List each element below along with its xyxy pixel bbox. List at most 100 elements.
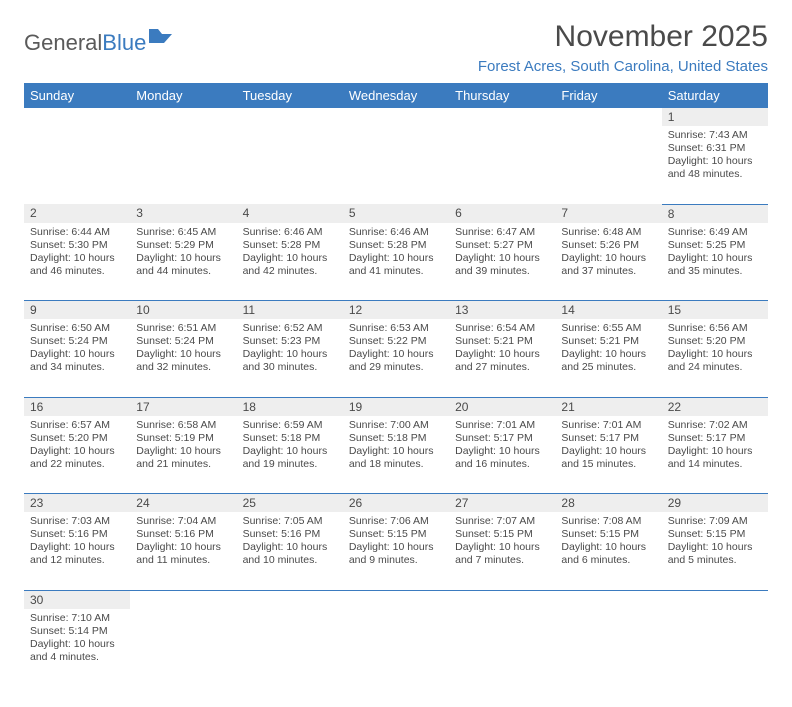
day-cell — [449, 609, 555, 687]
day-cell: Sunrise: 6:46 AMSunset: 5:28 PMDaylight:… — [237, 223, 343, 301]
day-cell: Sunrise: 6:46 AMSunset: 5:28 PMDaylight:… — [343, 223, 449, 301]
day-cell: Sunrise: 7:43 AMSunset: 6:31 PMDaylight:… — [662, 126, 768, 204]
logo: GeneralBlue — [24, 28, 174, 57]
day-cell — [555, 126, 661, 204]
week-row: Sunrise: 7:43 AMSunset: 6:31 PMDaylight:… — [24, 126, 768, 204]
day-cell — [449, 126, 555, 204]
day-cell-body: Sunrise: 7:05 AMSunset: 5:16 PMDaylight:… — [237, 512, 343, 572]
day-number-cell: 22 — [662, 397, 768, 416]
day-cell-body: Sunrise: 7:00 AMSunset: 5:18 PMDaylight:… — [343, 416, 449, 476]
day-cell-body: Sunrise: 6:51 AMSunset: 5:24 PMDaylight:… — [130, 319, 236, 379]
day-cell — [343, 126, 449, 204]
day-number-cell — [555, 108, 661, 126]
page-title: November 2025 — [478, 20, 768, 54]
day-cell: Sunrise: 6:47 AMSunset: 5:27 PMDaylight:… — [449, 223, 555, 301]
title-block: November 2025 Forest Acres, South Caroli… — [478, 20, 768, 75]
day-cell — [343, 609, 449, 687]
header: GeneralBlue November 2025 Forest Acres, … — [24, 20, 768, 75]
day-header: Wednesday — [343, 83, 449, 108]
day-number-cell: 2 — [24, 204, 130, 223]
day-header: Monday — [130, 83, 236, 108]
day-cell-body: Sunrise: 6:57 AMSunset: 5:20 PMDaylight:… — [24, 416, 130, 476]
day-cell: Sunrise: 6:56 AMSunset: 5:20 PMDaylight:… — [662, 319, 768, 397]
day-cell-body: Sunrise: 6:49 AMSunset: 5:25 PMDaylight:… — [662, 223, 768, 283]
day-number-cell: 26 — [343, 494, 449, 513]
day-number-cell — [449, 590, 555, 609]
day-number-cell: 24 — [130, 494, 236, 513]
day-number-cell: 6 — [449, 204, 555, 223]
day-cell-body: Sunrise: 6:46 AMSunset: 5:28 PMDaylight:… — [343, 223, 449, 283]
day-cell-body: Sunrise: 6:44 AMSunset: 5:30 PMDaylight:… — [24, 223, 130, 283]
day-number-cell: 15 — [662, 301, 768, 320]
day-number-cell: 13 — [449, 301, 555, 320]
daynum-row: 30 — [24, 590, 768, 609]
day-cell: Sunrise: 6:57 AMSunset: 5:20 PMDaylight:… — [24, 416, 130, 494]
day-cell-body: Sunrise: 7:08 AMSunset: 5:15 PMDaylight:… — [555, 512, 661, 572]
day-number-cell: 16 — [24, 397, 130, 416]
day-number-cell: 18 — [237, 397, 343, 416]
day-cell: Sunrise: 7:05 AMSunset: 5:16 PMDaylight:… — [237, 512, 343, 590]
day-cell-body: Sunrise: 6:59 AMSunset: 5:18 PMDaylight:… — [237, 416, 343, 476]
day-cell-body: Sunrise: 7:03 AMSunset: 5:16 PMDaylight:… — [24, 512, 130, 572]
daynum-row: 16171819202122 — [24, 397, 768, 416]
day-cell-body: Sunrise: 6:55 AMSunset: 5:21 PMDaylight:… — [555, 319, 661, 379]
day-cell-body: Sunrise: 7:01 AMSunset: 5:17 PMDaylight:… — [555, 416, 661, 476]
day-cell: Sunrise: 6:52 AMSunset: 5:23 PMDaylight:… — [237, 319, 343, 397]
day-number-cell: 3 — [130, 204, 236, 223]
day-number-cell — [130, 108, 236, 126]
day-number-cell: 9 — [24, 301, 130, 320]
day-cell-body: Sunrise: 6:48 AMSunset: 5:26 PMDaylight:… — [555, 223, 661, 283]
logo-text: GeneralBlue — [24, 30, 146, 56]
logo-text-1: General — [24, 30, 102, 55]
day-number-cell: 25 — [237, 494, 343, 513]
day-number-cell: 17 — [130, 397, 236, 416]
daynum-row: 2345678 — [24, 204, 768, 223]
day-number-cell: 5 — [343, 204, 449, 223]
day-cell — [555, 609, 661, 687]
day-cell: Sunrise: 6:53 AMSunset: 5:22 PMDaylight:… — [343, 319, 449, 397]
day-number-cell: 14 — [555, 301, 661, 320]
day-cell: Sunrise: 7:00 AMSunset: 5:18 PMDaylight:… — [343, 416, 449, 494]
day-cell — [130, 126, 236, 204]
day-cell: Sunrise: 7:07 AMSunset: 5:15 PMDaylight:… — [449, 512, 555, 590]
day-number-cell — [24, 108, 130, 126]
day-cell-body: Sunrise: 6:47 AMSunset: 5:27 PMDaylight:… — [449, 223, 555, 283]
day-cell-body: Sunrise: 7:01 AMSunset: 5:17 PMDaylight:… — [449, 416, 555, 476]
day-cell: Sunrise: 7:01 AMSunset: 5:17 PMDaylight:… — [555, 416, 661, 494]
week-row: Sunrise: 7:10 AMSunset: 5:14 PMDaylight:… — [24, 609, 768, 687]
flag-icon — [148, 28, 174, 51]
day-cell: Sunrise: 6:54 AMSunset: 5:21 PMDaylight:… — [449, 319, 555, 397]
day-number-cell — [237, 590, 343, 609]
day-cell: Sunrise: 6:45 AMSunset: 5:29 PMDaylight:… — [130, 223, 236, 301]
day-cell-body: Sunrise: 6:50 AMSunset: 5:24 PMDaylight:… — [24, 319, 130, 379]
day-cell: Sunrise: 6:58 AMSunset: 5:19 PMDaylight:… — [130, 416, 236, 494]
week-row: Sunrise: 7:03 AMSunset: 5:16 PMDaylight:… — [24, 512, 768, 590]
page-subtitle: Forest Acres, South Carolina, United Sta… — [478, 58, 768, 75]
day-number-cell — [555, 590, 661, 609]
day-cell-body: Sunrise: 7:02 AMSunset: 5:17 PMDaylight:… — [662, 416, 768, 476]
day-number-cell — [449, 108, 555, 126]
day-number-cell — [662, 590, 768, 609]
day-number-cell: 12 — [343, 301, 449, 320]
daynum-row: 9101112131415 — [24, 301, 768, 320]
week-row: Sunrise: 6:50 AMSunset: 5:24 PMDaylight:… — [24, 319, 768, 397]
day-cell-body: Sunrise: 7:10 AMSunset: 5:14 PMDaylight:… — [24, 609, 130, 669]
day-cell: Sunrise: 6:48 AMSunset: 5:26 PMDaylight:… — [555, 223, 661, 301]
day-cell: Sunrise: 6:59 AMSunset: 5:18 PMDaylight:… — [237, 416, 343, 494]
calendar-header-row: SundayMondayTuesdayWednesdayThursdayFrid… — [24, 83, 768, 108]
day-number-cell: 23 — [24, 494, 130, 513]
day-cell: Sunrise: 7:02 AMSunset: 5:17 PMDaylight:… — [662, 416, 768, 494]
day-cell: Sunrise: 6:50 AMSunset: 5:24 PMDaylight:… — [24, 319, 130, 397]
day-number-cell: 11 — [237, 301, 343, 320]
day-cell-body: Sunrise: 6:58 AMSunset: 5:19 PMDaylight:… — [130, 416, 236, 476]
day-number-cell — [343, 108, 449, 126]
day-cell — [237, 609, 343, 687]
day-cell: Sunrise: 6:55 AMSunset: 5:21 PMDaylight:… — [555, 319, 661, 397]
day-number-cell: 8 — [662, 204, 768, 223]
day-cell-body: Sunrise: 6:56 AMSunset: 5:20 PMDaylight:… — [662, 319, 768, 379]
day-cell: Sunrise: 7:01 AMSunset: 5:17 PMDaylight:… — [449, 416, 555, 494]
day-cell: Sunrise: 7:04 AMSunset: 5:16 PMDaylight:… — [130, 512, 236, 590]
day-number-cell: 21 — [555, 397, 661, 416]
day-cell — [237, 126, 343, 204]
day-cell: Sunrise: 6:49 AMSunset: 5:25 PMDaylight:… — [662, 223, 768, 301]
